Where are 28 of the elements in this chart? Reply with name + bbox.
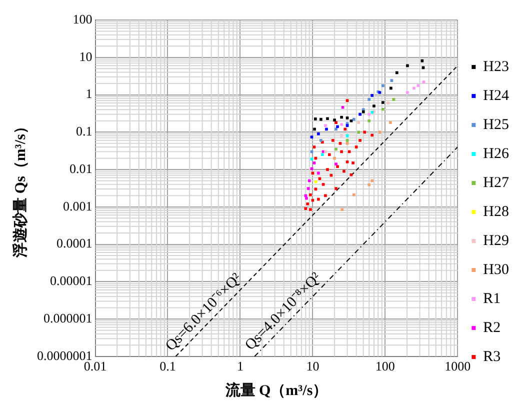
y-tick-label: 10 [79, 48, 92, 64]
legend-label: H25 [483, 116, 510, 133]
y-tick-label: 0.0000001 [37, 348, 92, 363]
x-tick-label: 1 [236, 358, 244, 374]
y-tick-label: 0.01 [70, 160, 92, 176]
legend-label: H28 [483, 204, 510, 220]
y-tick-label: 0.000001 [44, 310, 92, 326]
legend-label: H23 [483, 58, 510, 75]
legend-label: R1 [483, 290, 501, 307]
y-tick-label: 0.1 [76, 124, 92, 139]
y-tick-label: 0.001 [63, 198, 92, 214]
legend-label: R2 [483, 320, 501, 336]
legend-label: H24 [483, 88, 510, 104]
y-axis-title: 浮遊砂量 Qs（m³/s） [12, 119, 29, 258]
legend-label: H27 [483, 174, 510, 191]
x-axis-title: 流量 Q（m³/s） [224, 380, 328, 399]
y-tick-label: 0.00001 [50, 273, 92, 288]
legend-label: R3 [483, 348, 501, 365]
y-tick-label: 100 [72, 11, 92, 26]
x-tick-label: 0.1 [160, 358, 176, 374]
legend-label: H30 [483, 262, 510, 278]
x-tick-label: 10 [306, 358, 320, 374]
x-tick-label: 100 [375, 358, 395, 374]
x-tick-label: 1000 [444, 358, 471, 374]
y-tick-label: 0.0001 [56, 236, 92, 251]
y-tick-label: 1 [86, 86, 92, 102]
legend-label: H26 [483, 146, 510, 162]
legend-label: H29 [483, 232, 510, 249]
